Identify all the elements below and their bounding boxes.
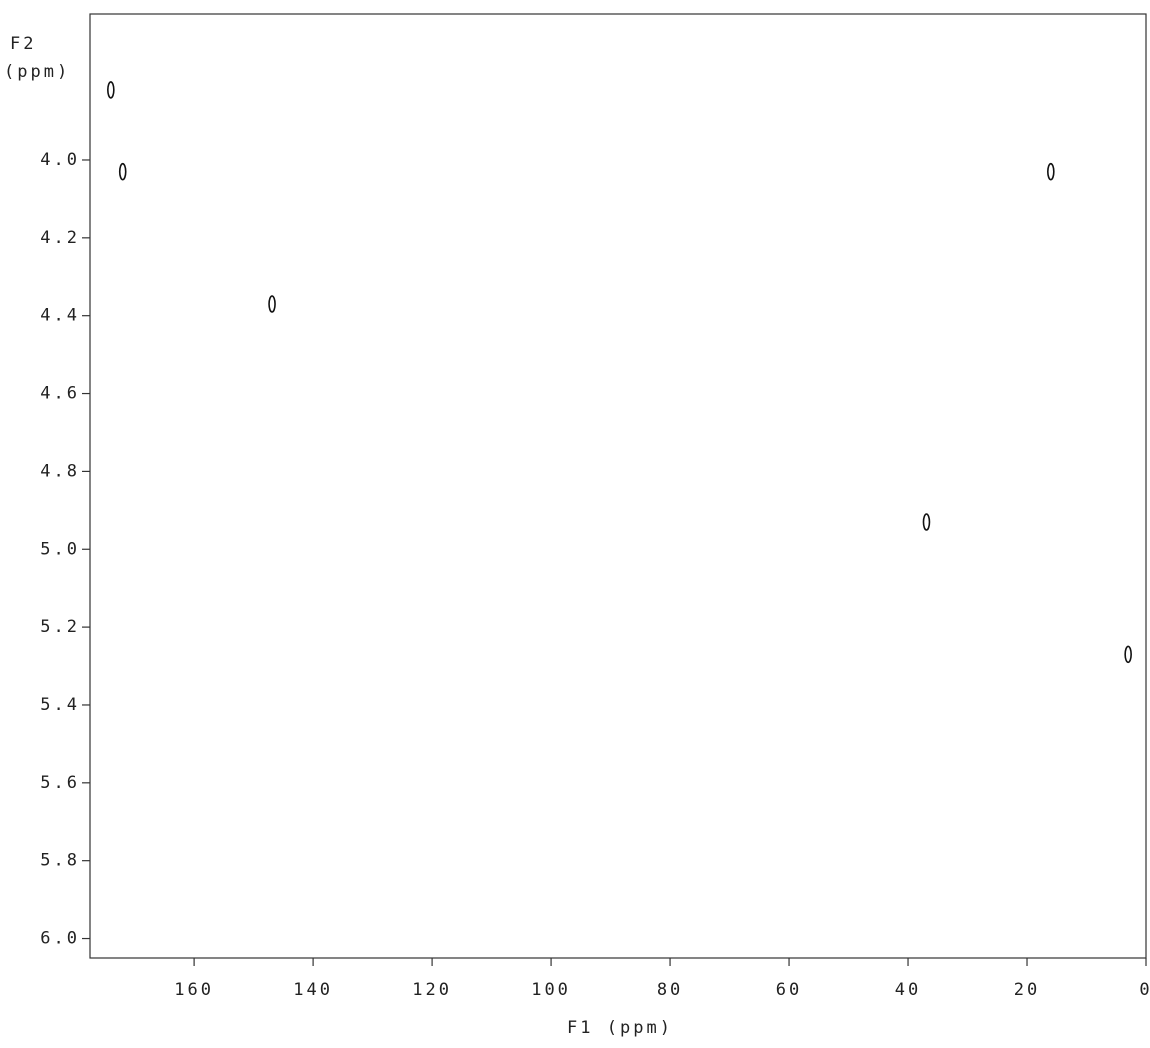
x-tick-label: 20 — [1014, 980, 1040, 1000]
x-tick-label: 140 — [293, 980, 333, 1000]
plot-frame — [90, 14, 1146, 958]
chart: F2 (ppm) F1 (ppm) 4.0 4.2 4.4 4.6 4.8 5.0 5.2 5… — [0, 0, 1150, 1048]
x-tick-label: 80 — [657, 980, 683, 1000]
y-tick-label: 5.8 — [40, 851, 80, 871]
y-tick-label: 4.4 — [40, 306, 80, 326]
y-axis-label: F2 — [10, 34, 36, 54]
y-tick-label: 5.0 — [40, 539, 80, 559]
y-tick-label: 4.2 — [40, 228, 80, 248]
y-tick-label: 4.6 — [40, 384, 80, 404]
x-tick-label: 100 — [531, 980, 571, 1000]
x-tick-label: 0 — [1139, 980, 1150, 1000]
x-axis-label: F1 (ppm) — [567, 1018, 673, 1038]
x-tick-label: 160 — [174, 980, 214, 1000]
y-axis-label: (ppm) — [4, 62, 70, 82]
peak — [120, 164, 126, 180]
peak — [923, 514, 929, 530]
y-tick-label: 5.6 — [40, 773, 80, 793]
x-tick-label: 120 — [412, 980, 452, 1000]
peak — [269, 296, 275, 312]
y-tick-label: 4.8 — [40, 461, 80, 481]
peak — [1048, 164, 1054, 180]
peak — [108, 82, 114, 98]
x-tick-label: 60 — [776, 980, 802, 1000]
peak — [1125, 646, 1131, 662]
x-tick-label: 40 — [895, 980, 921, 1000]
y-tick-label: 5.4 — [40, 695, 80, 715]
y-tick-label: 6.0 — [40, 929, 80, 949]
y-tick-label: 5.2 — [40, 617, 80, 637]
y-tick-label: 4.0 — [40, 150, 80, 170]
